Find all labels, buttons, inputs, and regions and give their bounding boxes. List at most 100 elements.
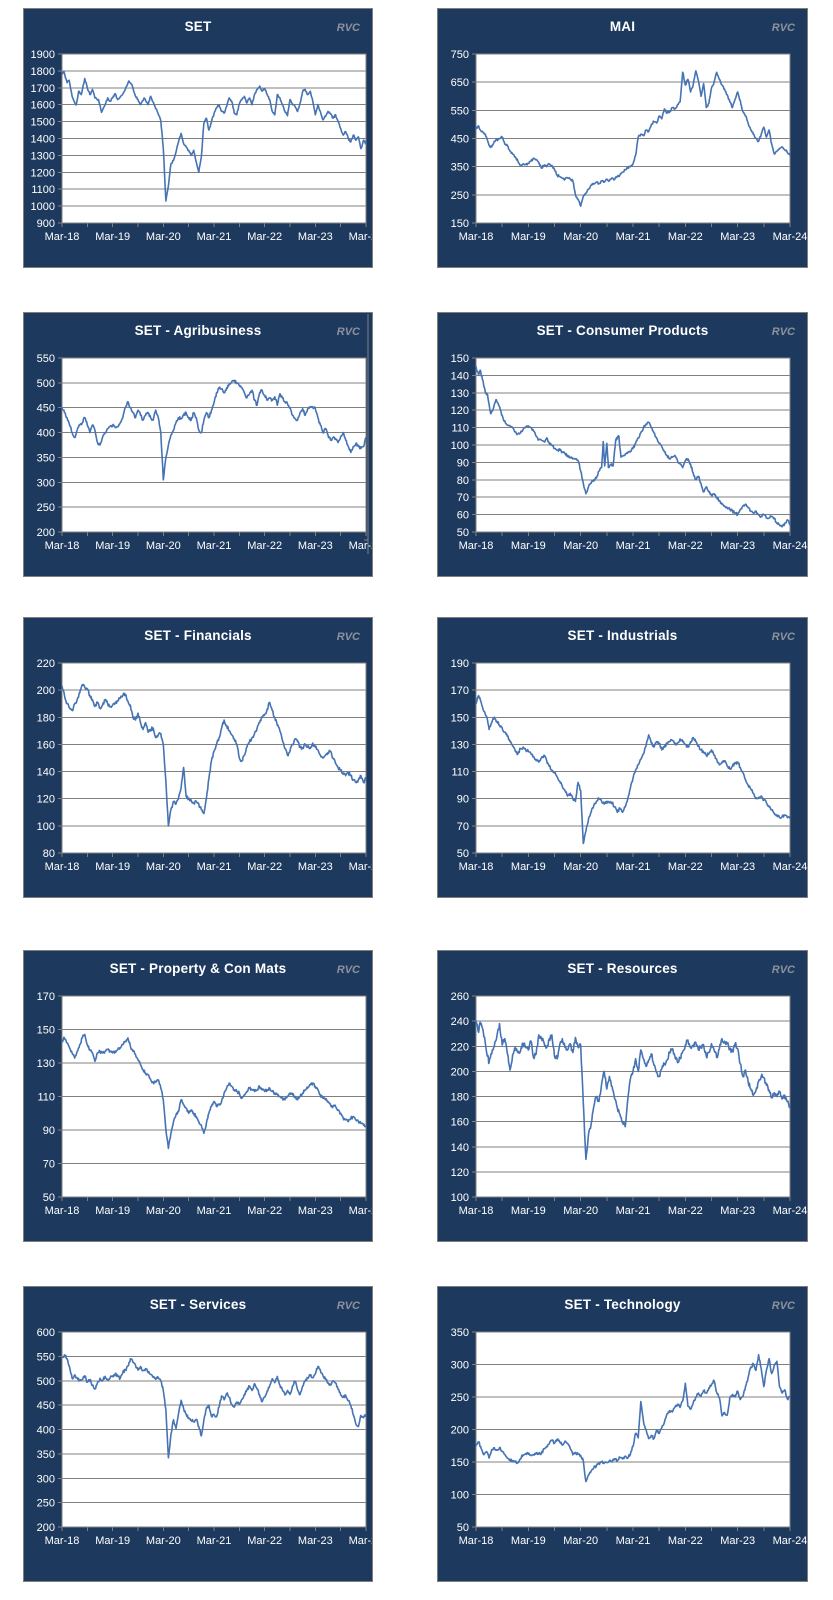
rvc-watermark: RVC bbox=[771, 326, 795, 338]
x-tick-label: Mar-23 bbox=[720, 1535, 755, 1547]
x-tick-label: Mar-24 bbox=[773, 1205, 808, 1217]
x-tick-label: Mar-18 bbox=[459, 1205, 494, 1217]
chart-title: SET - Agribusiness bbox=[134, 323, 262, 338]
y-tick-label: 450 bbox=[37, 403, 55, 415]
y-tick-label: 130 bbox=[37, 1058, 55, 1070]
x-tick-label: Mar-24 bbox=[773, 231, 808, 243]
x-tick-label: Mar-23 bbox=[720, 540, 755, 552]
chart-plot: 100 120 140 160 180 200 220 240 260 Mar-18 Mar-19 M… bbox=[451, 991, 808, 1217]
y-tick-label: 150 bbox=[451, 218, 469, 230]
y-tick-label: 70 bbox=[43, 1159, 55, 1171]
series-line-set-technology bbox=[475, 1354, 791, 1483]
y-tick-label: 1200 bbox=[31, 167, 55, 179]
y-tick-label: 110 bbox=[37, 1092, 55, 1104]
chart-plot: 50 100 150 200 250 300 350 Mar-18 Mar-19 Mar-20 Ma… bbox=[451, 1327, 807, 1547]
rvc-watermark: RVC bbox=[771, 631, 795, 643]
chart-plot: 50 60 70 80 90 100 110 120 130 140 150 Mar-18 Mar-19… bbox=[451, 353, 807, 552]
y-tick-label: 50 bbox=[457, 527, 469, 539]
x-tick-label: Mar-21 bbox=[197, 1205, 232, 1217]
y-tick-label: 400 bbox=[37, 428, 55, 440]
y-tick-label: 500 bbox=[37, 1376, 55, 1388]
y-tick-label: 300 bbox=[37, 1473, 55, 1485]
y-tick-label: 1600 bbox=[31, 100, 55, 112]
chart-title: SET - Industrials bbox=[567, 628, 678, 643]
x-tick-label: Mar-21 bbox=[616, 540, 651, 552]
chart-title: SET - Financials bbox=[144, 628, 252, 643]
rvc-watermark: RVC bbox=[336, 1300, 360, 1312]
x-tick-label: Mar-24 bbox=[349, 861, 373, 873]
x-tick-label: Mar-20 bbox=[146, 1205, 181, 1217]
y-tick-label: 170 bbox=[37, 991, 55, 1003]
x-tick-label: Mar-24 bbox=[349, 231, 373, 243]
x-tick-label: Mar-23 bbox=[298, 231, 333, 243]
x-tick-label: Mar-21 bbox=[616, 861, 651, 873]
y-tick-label: 100 bbox=[451, 1490, 469, 1502]
y-tick-label: 900 bbox=[37, 218, 55, 230]
x-tick-label: Mar-18 bbox=[459, 861, 494, 873]
y-tick-label: 50 bbox=[43, 1192, 55, 1204]
chart-plot: 80 100 120 140 160 180 200 220 Mar-18 Mar-19 Mar-2… bbox=[37, 658, 373, 873]
y-tick-label: 1300 bbox=[31, 150, 55, 162]
x-tick-label: Mar-21 bbox=[197, 861, 232, 873]
x-tick-label: Mar-20 bbox=[563, 1205, 598, 1217]
chart-title: SET bbox=[184, 19, 212, 34]
y-tick-label: 250 bbox=[451, 190, 469, 202]
y-tick-label: 550 bbox=[37, 353, 55, 365]
y-tick-label: 450 bbox=[451, 134, 469, 146]
x-tick-label: Mar-22 bbox=[247, 1205, 282, 1217]
y-tick-label: 250 bbox=[451, 1392, 469, 1404]
x-tick-label: Mar-23 bbox=[298, 1535, 333, 1547]
x-tick-label: Mar-21 bbox=[616, 1535, 651, 1547]
y-tick-label: 220 bbox=[37, 658, 55, 670]
x-tick-label: Mar-22 bbox=[668, 861, 703, 873]
y-tick-label: 190 bbox=[451, 658, 469, 670]
x-tick-label: Mar-18 bbox=[45, 1205, 80, 1217]
series-line-set-agribusiness bbox=[61, 379, 367, 481]
chart-panel-set-resources: SET - Resources RVC 100 120 140 160 180 200 220 2… bbox=[437, 950, 808, 1242]
x-tick-label: Mar-19 bbox=[511, 231, 546, 243]
x-tick-label: Mar-22 bbox=[668, 231, 703, 243]
y-tick-label: 140 bbox=[451, 370, 469, 382]
y-tick-label: 550 bbox=[451, 105, 469, 117]
x-tick-label: Mar-19 bbox=[511, 1535, 546, 1547]
plot-area bbox=[61, 357, 367, 533]
y-tick-label: 180 bbox=[37, 712, 55, 724]
y-tick-label: 300 bbox=[451, 1360, 469, 1372]
series-line-set-financials bbox=[61, 683, 367, 827]
y-tick-label: 80 bbox=[43, 848, 55, 860]
x-tick-label: Mar-18 bbox=[45, 540, 80, 552]
y-tick-label: 1100 bbox=[31, 184, 55, 196]
y-tick-label: 1700 bbox=[31, 83, 55, 95]
y-tick-label: 150 bbox=[451, 1457, 469, 1469]
x-tick-label: Mar-23 bbox=[298, 540, 333, 552]
y-tick-label: 240 bbox=[451, 1016, 469, 1028]
y-tick-label: 350 bbox=[37, 1449, 55, 1461]
x-tick-label: Mar-18 bbox=[459, 540, 494, 552]
x-tick-label: Mar-23 bbox=[298, 1205, 333, 1217]
chart-panel-mai: MAI RVC 150 250 350 450 550 650 750 Mar-18 Mar-19 M… bbox=[437, 8, 808, 268]
x-tick-label: Mar-21 bbox=[197, 540, 232, 552]
chart-title: SET - Technology bbox=[564, 1297, 681, 1312]
y-tick-label: 60 bbox=[457, 510, 469, 522]
y-tick-label: 50 bbox=[457, 848, 469, 860]
y-tick-label: 200 bbox=[37, 527, 55, 539]
x-tick-label: Mar-19 bbox=[511, 1205, 546, 1217]
chart-panel-set-agribusiness: SET - Agribusiness RVC 200 250 300 350 400 450 5… bbox=[23, 312, 373, 577]
x-tick-label: Mar-24 bbox=[349, 540, 373, 552]
x-tick-label: Mar-23 bbox=[720, 861, 755, 873]
y-tick-label: 140 bbox=[37, 767, 55, 779]
chart-panel-set-financials: SET - Financials RVC 80 100 120 140 160 180 200 2… bbox=[23, 617, 373, 898]
x-tick-label: Mar-18 bbox=[45, 861, 80, 873]
chart-plot: 900 1000 1100 1200 1300 1400 1500 1600 1700 1800 1… bbox=[31, 49, 373, 243]
y-tick-label: 80 bbox=[457, 475, 469, 487]
series-line-set-property-con-mats bbox=[61, 1033, 367, 1150]
x-tick-label: Mar-19 bbox=[95, 1535, 130, 1547]
y-tick-label: 650 bbox=[451, 77, 469, 89]
y-tick-label: 130 bbox=[451, 388, 469, 400]
y-tick-label: 200 bbox=[37, 1522, 55, 1534]
y-tick-label: 70 bbox=[457, 821, 469, 833]
y-tick-label: 1000 bbox=[31, 201, 55, 213]
rvc-watermark: RVC bbox=[771, 1300, 795, 1312]
x-tick-label: Mar-22 bbox=[247, 1535, 282, 1547]
x-tick-label: Mar-23 bbox=[720, 231, 755, 243]
